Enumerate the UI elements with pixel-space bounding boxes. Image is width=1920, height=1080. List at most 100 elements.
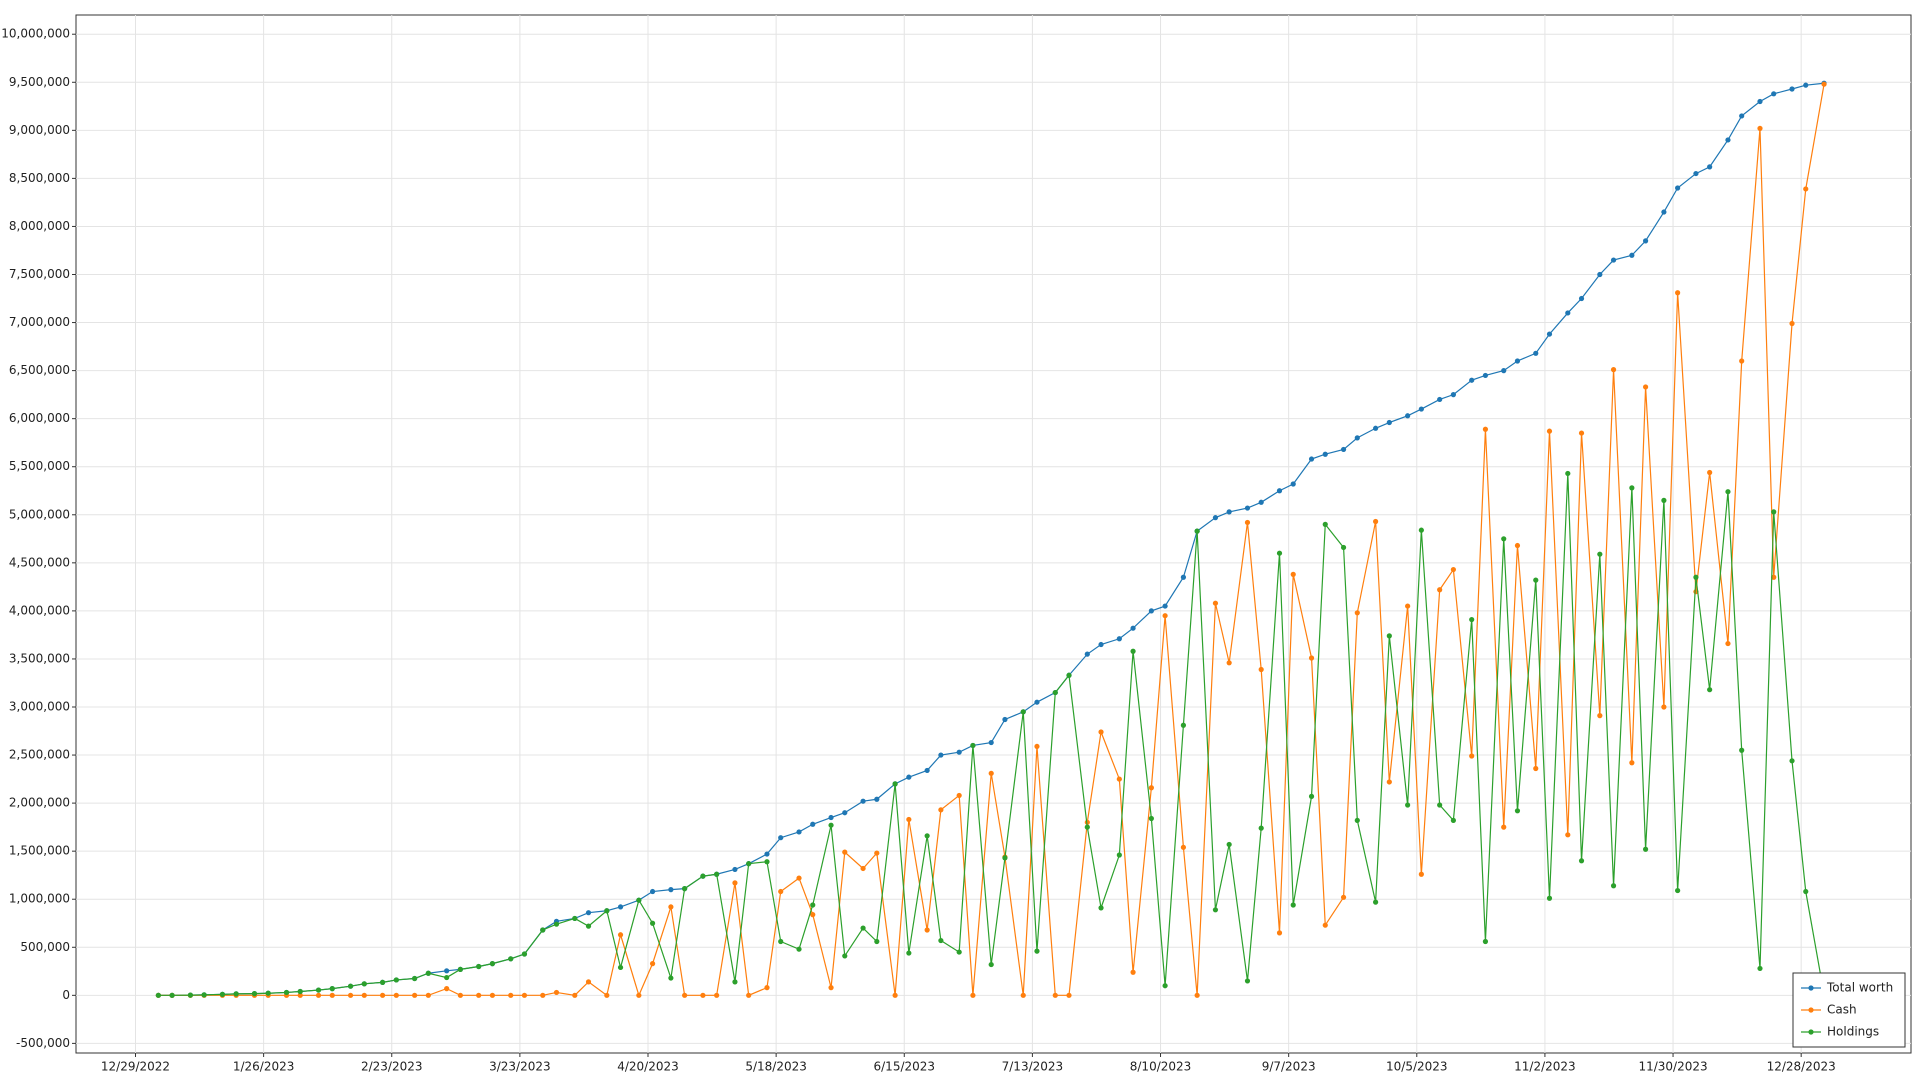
point xyxy=(476,963,482,970)
point xyxy=(796,829,802,835)
point xyxy=(1386,419,1392,426)
point xyxy=(251,991,258,997)
point xyxy=(553,989,560,996)
point xyxy=(1546,895,1553,901)
point xyxy=(828,985,834,991)
point xyxy=(1308,456,1315,462)
y-tick-label: 9,000,000 xyxy=(9,123,70,137)
point xyxy=(393,977,399,983)
point xyxy=(988,961,994,968)
point xyxy=(1514,808,1521,814)
point xyxy=(924,927,930,933)
point xyxy=(476,992,482,998)
point xyxy=(1308,793,1315,799)
point xyxy=(1290,481,1296,487)
point xyxy=(1066,672,1072,678)
point xyxy=(1501,536,1507,542)
point xyxy=(1693,574,1699,580)
point xyxy=(1597,551,1603,557)
x-tick-label: 8/10/2023 xyxy=(1130,1060,1192,1074)
point xyxy=(649,920,656,926)
point xyxy=(810,912,816,918)
x-tick-label: 10/5/2023 xyxy=(1386,1060,1448,1074)
point xyxy=(1212,907,1219,913)
point xyxy=(361,981,367,987)
point xyxy=(1244,978,1251,984)
point xyxy=(1771,91,1777,97)
point xyxy=(1116,852,1122,858)
point xyxy=(1212,600,1219,606)
point xyxy=(842,953,848,959)
point xyxy=(329,986,335,992)
y-tick-label: 0 xyxy=(62,988,70,1002)
point xyxy=(956,949,962,955)
point xyxy=(1373,899,1379,905)
point xyxy=(732,866,738,873)
x-tick-label: 12/28/2023 xyxy=(1767,1060,1836,1074)
point xyxy=(1437,396,1443,403)
point xyxy=(489,992,496,998)
point xyxy=(1803,82,1809,88)
point xyxy=(1418,871,1424,877)
point xyxy=(1212,515,1219,521)
point xyxy=(1276,930,1283,936)
point xyxy=(1578,858,1585,864)
x-tick-label: 6/15/2023 xyxy=(874,1060,936,1074)
point xyxy=(201,992,207,998)
point xyxy=(1020,992,1026,998)
point xyxy=(1405,413,1411,419)
point xyxy=(1469,616,1475,623)
point xyxy=(1098,641,1104,648)
point xyxy=(1629,252,1635,258)
point xyxy=(457,966,463,972)
point xyxy=(1180,844,1187,850)
point xyxy=(1565,310,1571,316)
point xyxy=(444,986,450,992)
point xyxy=(649,888,656,895)
point xyxy=(1757,125,1763,132)
point xyxy=(347,992,354,998)
y-tick-label: 7,500,000 xyxy=(9,267,70,281)
point xyxy=(1757,98,1763,105)
point xyxy=(1276,488,1283,494)
point xyxy=(1258,666,1264,673)
y-tick-label: 2,500,000 xyxy=(9,748,70,762)
point xyxy=(379,979,386,985)
x-tick-label: 11/30/2023 xyxy=(1638,1060,1707,1074)
point xyxy=(1771,574,1777,580)
point xyxy=(617,904,624,910)
point xyxy=(1226,841,1232,848)
legend-marker xyxy=(1808,985,1814,991)
point xyxy=(1354,817,1360,824)
y-tick-label: -500,000 xyxy=(16,1036,70,1050)
point xyxy=(155,992,161,998)
point xyxy=(1148,815,1154,822)
point xyxy=(393,992,399,998)
point xyxy=(700,873,706,879)
point xyxy=(1290,902,1296,908)
point xyxy=(1290,571,1296,577)
point xyxy=(1565,470,1571,477)
point xyxy=(1258,825,1264,831)
point xyxy=(874,938,880,945)
point xyxy=(585,923,592,929)
point xyxy=(1610,257,1617,263)
y-tick-label: 5,000,000 xyxy=(9,507,70,521)
point xyxy=(1482,372,1489,379)
y-tick-label: 1,500,000 xyxy=(9,844,70,858)
point xyxy=(956,749,962,755)
point xyxy=(1789,86,1795,92)
point xyxy=(938,937,944,944)
point xyxy=(1322,922,1328,928)
point xyxy=(1386,633,1392,639)
point xyxy=(1597,271,1603,278)
point xyxy=(810,902,816,908)
point xyxy=(585,979,592,985)
point xyxy=(1340,894,1347,900)
point xyxy=(1418,406,1424,412)
point xyxy=(1162,603,1168,609)
point xyxy=(1162,983,1168,989)
point xyxy=(970,992,976,998)
point xyxy=(1116,776,1122,782)
